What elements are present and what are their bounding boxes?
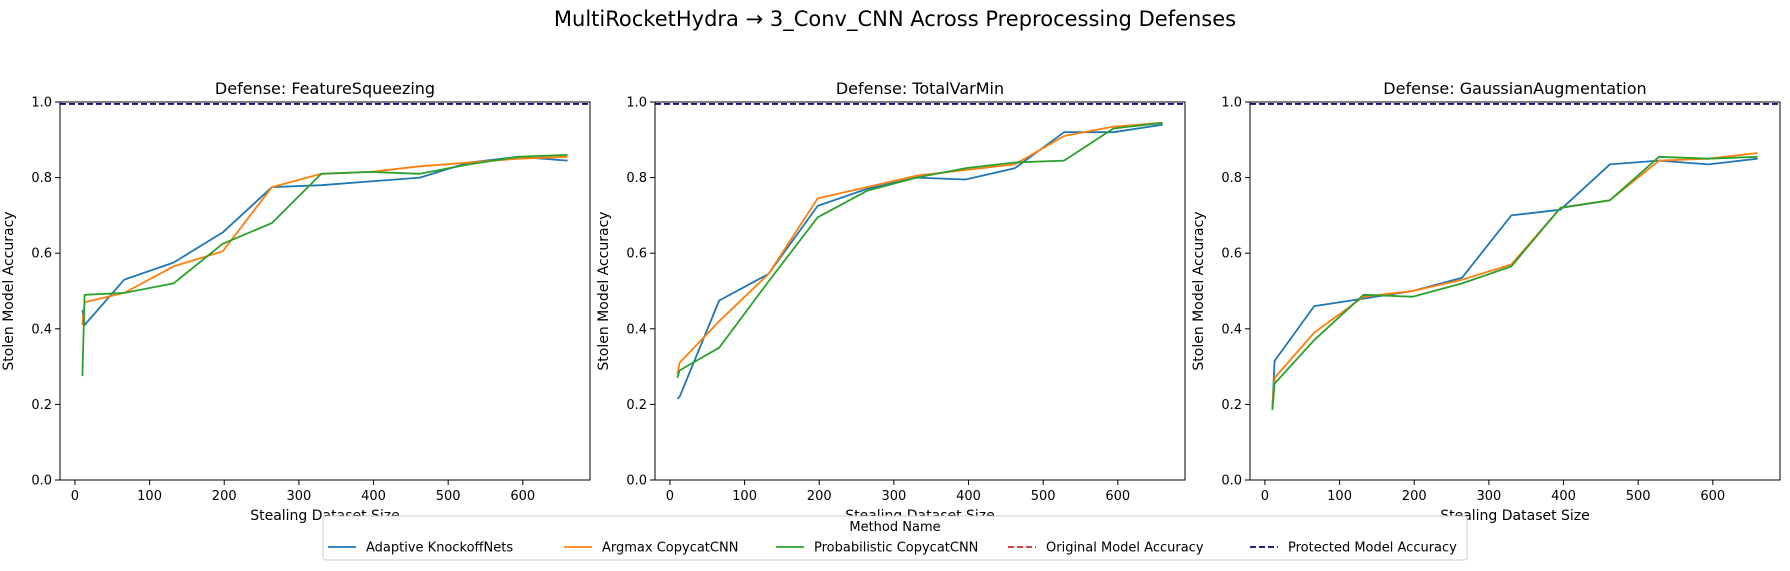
y-tick-label: 0.6 — [1221, 247, 1242, 262]
figure-title: MultiRocketHydra → 3_Conv_CNN Across Pre… — [554, 7, 1236, 32]
y-tick-label: 0.0 — [31, 474, 52, 489]
x-tick-label: 500 — [436, 489, 461, 504]
series-line-3 — [676, 121, 1163, 379]
x-tick-label: 400 — [1551, 489, 1576, 504]
legend: Method Name Adaptive KnockoffNets Argmax … — [322, 515, 1468, 561]
x-tick-label: 500 — [1626, 489, 1651, 504]
y-tick-label: 0.0 — [626, 474, 647, 489]
x-tick-label: 300 — [881, 489, 906, 504]
y-axis-label: Stolen Model Accuracy — [1, 211, 17, 370]
legend-frame — [322, 515, 1468, 561]
y-tick-label: 0.4 — [1221, 322, 1242, 337]
series-line-3 — [81, 154, 568, 377]
panel-title: Defense: GaussianAugmentation — [1383, 79, 1646, 98]
x-tick-label: 600 — [510, 489, 535, 504]
panels: Defense: FeatureSqueezing 0 100 200 300 400 50… — [1, 79, 1781, 524]
x-tick-label: 400 — [361, 489, 386, 504]
series-line-1 — [676, 123, 1163, 400]
legend-label-1: Adaptive KnockoffNets — [366, 541, 513, 556]
x-tick-label: 200 — [212, 489, 237, 504]
legend-title: Method Name — [849, 520, 940, 535]
y-tick-label: 0.8 — [626, 171, 647, 186]
y-tick-label: 0.6 — [626, 247, 647, 262]
y-tick-label: 0.0 — [1221, 474, 1242, 489]
legend-label-5: Protected Model Accuracy — [1288, 541, 1457, 556]
axes-frame — [59, 101, 591, 481]
x-tick-label: 300 — [286, 489, 311, 504]
x-tick-label: 600 — [1105, 489, 1130, 504]
x-axis-label: Stealing Dataset Size — [1440, 508, 1590, 524]
chart-panel-3: Defense: GaussianAugmentation 0 100 200 300 4… — [1191, 79, 1781, 524]
x-tick-label: 400 — [956, 489, 981, 504]
x-tick-label: 300 — [1476, 489, 1501, 504]
y-axis-label: Stolen Model Accuracy — [596, 211, 612, 370]
series-line-1 — [1271, 157, 1758, 409]
y-tick-label: 1.0 — [1221, 96, 1242, 111]
axes-frame — [1249, 101, 1781, 481]
series-line-1 — [81, 155, 568, 326]
x-tick-label: 0 — [1261, 489, 1269, 504]
panel-title: Defense: FeatureSqueezing — [215, 79, 435, 98]
chart-panel-1: Defense: FeatureSqueezing 0 100 200 300 400 50… — [1, 79, 591, 524]
series-line-3 — [1271, 155, 1758, 411]
y-tick-label: 0.4 — [31, 322, 52, 337]
x-tick-label: 100 — [137, 489, 162, 504]
series-line-2 — [1271, 152, 1758, 405]
x-tick-label: 200 — [1402, 489, 1427, 504]
y-tick-label: 0.2 — [626, 398, 647, 413]
x-tick-label: 100 — [732, 489, 757, 504]
y-tick-label: 0.6 — [31, 247, 52, 262]
x-tick-label: 500 — [1031, 489, 1056, 504]
panel-title: Defense: TotalVarMin — [836, 79, 1004, 98]
x-tick-label: 200 — [807, 489, 832, 504]
chart-panel-2: Defense: TotalVarMin 0 100 200 300 400 500 600 0… — [596, 79, 1186, 524]
y-tick-label: 0.2 — [31, 398, 52, 413]
x-tick-label: 100 — [1327, 489, 1352, 504]
y-axis-label: Stolen Model Accuracy — [1191, 211, 1207, 370]
y-tick-label: 1.0 — [626, 96, 647, 111]
legend-label-3: Probabilistic CopycatCNN — [814, 541, 978, 556]
x-tick-label: 0 — [666, 489, 674, 504]
legend-label-2: Argmax CopycatCNN — [602, 541, 738, 556]
y-tick-label: 0.4 — [626, 322, 647, 337]
y-tick-label: 1.0 — [31, 96, 52, 111]
y-tick-label: 0.8 — [31, 171, 52, 186]
axes-frame — [654, 101, 1186, 481]
x-tick-label: 0 — [71, 489, 79, 504]
x-tick-label: 600 — [1700, 489, 1725, 504]
legend-label-4: Original Model Accuracy — [1046, 541, 1204, 556]
series-line-2 — [81, 155, 568, 326]
series-line-2 — [676, 121, 1163, 375]
y-tick-label: 0.2 — [1221, 398, 1242, 413]
legend-entries: Adaptive KnockoffNets Argmax CopycatCNN Pr… — [328, 541, 1457, 556]
y-tick-label: 0.8 — [1221, 171, 1242, 186]
